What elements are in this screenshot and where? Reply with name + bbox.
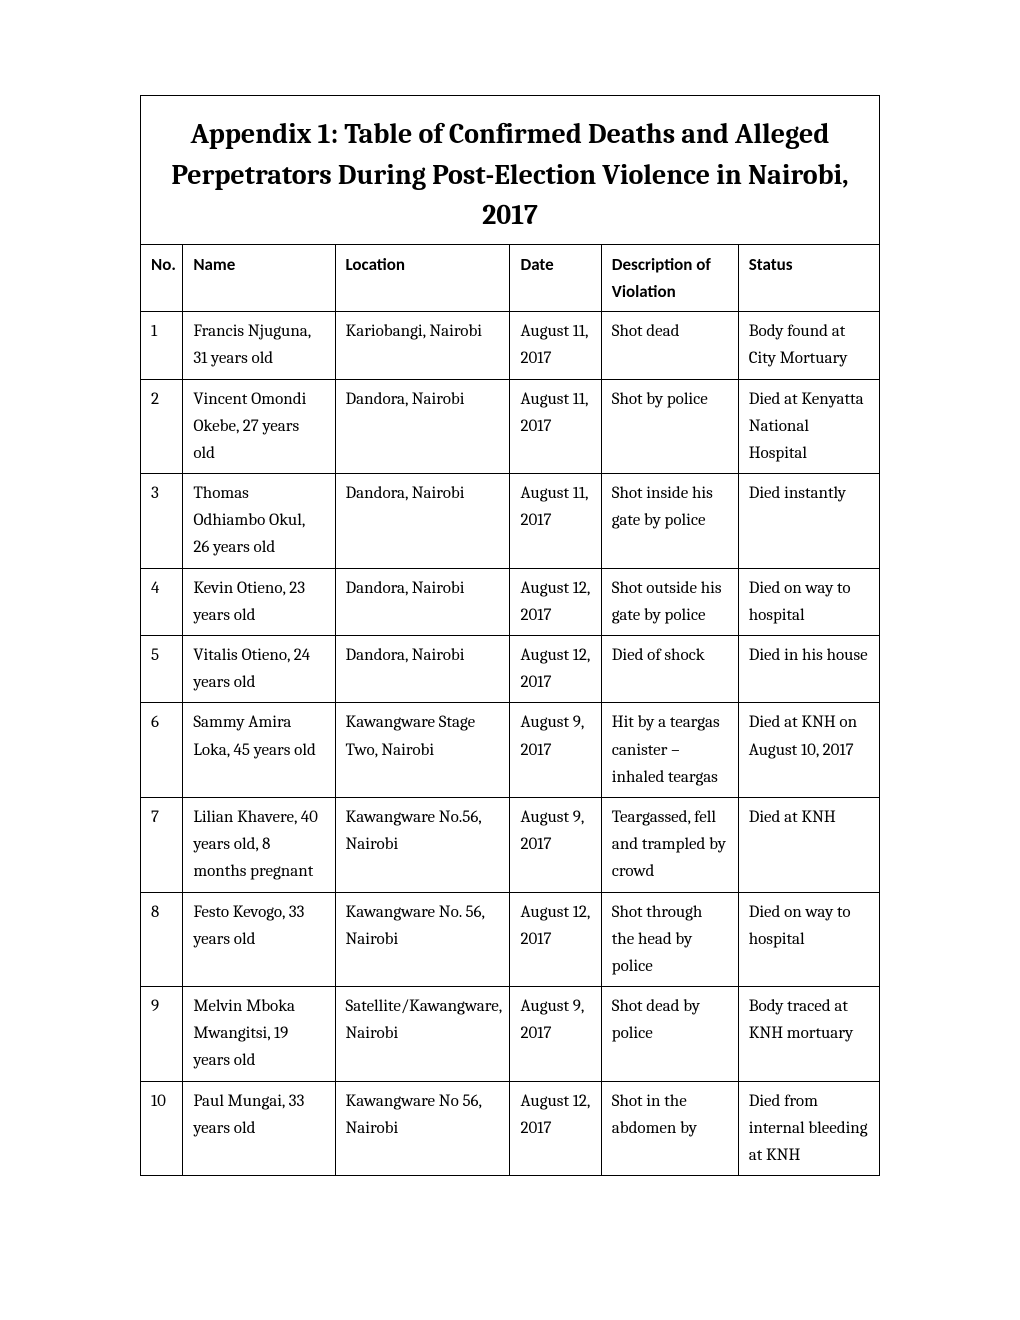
- table-row: 6 Sammy Amira Loka, 45 years old Kawangw…: [141, 703, 879, 798]
- cell-status: Died on way to hospital: [738, 892, 879, 987]
- cell-description: Shot in the abdomen by: [601, 1081, 738, 1175]
- cell-status: Died at KNH: [738, 797, 879, 892]
- cell-status: Died on way to hospital: [738, 568, 879, 635]
- table-row: 2 Vincent Omondi Okebe, 27 years old Dan…: [141, 379, 879, 474]
- cell-location: Dandora, Nairobi: [335, 636, 510, 703]
- cell-date: August 11, 2017: [510, 379, 601, 474]
- cell-description: Shot through the head by police: [601, 892, 738, 987]
- cell-date: August 12, 2017: [510, 636, 601, 703]
- cell-status: Died in his house: [738, 636, 879, 703]
- cell-name: Francis Njuguna, 31 years old: [183, 312, 335, 379]
- cell-no: 7: [141, 797, 183, 892]
- cell-no: 2: [141, 379, 183, 474]
- table-row: 8 Festo Kevogo, 33 years old Kawangware …: [141, 892, 879, 987]
- header-status: Status: [738, 244, 879, 311]
- cell-location: Satellite/Kawangware, Nairobi: [335, 987, 510, 1082]
- cell-location: Dandora, Nairobi: [335, 474, 510, 569]
- table-row: 5 Vitalis Otieno, 24 years old Dandora, …: [141, 636, 879, 703]
- cell-description: Shot dead by police: [601, 987, 738, 1082]
- cell-date: August 12, 2017: [510, 568, 601, 635]
- cell-date: August 12, 2017: [510, 892, 601, 987]
- cell-date: August 9, 2017: [510, 703, 601, 798]
- cell-name: Paul Mungai, 33 years old: [183, 1081, 335, 1175]
- document-container: Appendix 1: Table of Confirmed Deaths an…: [140, 95, 880, 1176]
- table-row: 7 Lilian Khavere, 40 years old, 8 months…: [141, 797, 879, 892]
- cell-location: Kawangware Stage Two, Nairobi: [335, 703, 510, 798]
- cell-name: Festo Kevogo, 33 years old: [183, 892, 335, 987]
- cell-description: Shot by police: [601, 379, 738, 474]
- cell-status: Died instantly: [738, 474, 879, 569]
- cell-no: 9: [141, 987, 183, 1082]
- table-row: 1 Francis Njuguna, 31 years old Karioban…: [141, 312, 879, 379]
- table-row: 4 Kevin Otieno, 23 years old Dandora, Na…: [141, 568, 879, 635]
- cell-no: 4: [141, 568, 183, 635]
- header-name: Name: [183, 244, 335, 311]
- cell-no: 10: [141, 1081, 183, 1175]
- header-date: Date: [510, 244, 601, 311]
- deaths-table: No. Name Location Date Description of Vi…: [141, 244, 879, 1175]
- cell-description: Died of shock: [601, 636, 738, 703]
- table-row: 9 Melvin Mboka Mwangitsi, 19 years old S…: [141, 987, 879, 1082]
- table-row: 3 Thomas Odhiambo Okul, 26 years old Dan…: [141, 474, 879, 569]
- page-title: Appendix 1: Table of Confirmed Deaths an…: [171, 114, 849, 236]
- cell-location: Dandora, Nairobi: [335, 379, 510, 474]
- cell-name: Sammy Amira Loka, 45 years old: [183, 703, 335, 798]
- cell-date: August 11, 2017: [510, 474, 601, 569]
- cell-description: Shot inside his gate by police: [601, 474, 738, 569]
- table-row: 10 Paul Mungai, 33 years old Kawangware …: [141, 1081, 879, 1175]
- cell-location: Kawangware No 56, Nairobi: [335, 1081, 510, 1175]
- cell-no: 1: [141, 312, 183, 379]
- cell-location: Kawangware No. 56, Nairobi: [335, 892, 510, 987]
- cell-date: August 9, 2017: [510, 797, 601, 892]
- cell-description: Shot outside his gate by police: [601, 568, 738, 635]
- cell-no: 6: [141, 703, 183, 798]
- cell-status: Body found at City Mortuary: [738, 312, 879, 379]
- cell-date: August 9, 2017: [510, 987, 601, 1082]
- cell-name: Thomas Odhiambo Okul, 26 years old: [183, 474, 335, 569]
- table-header-row: No. Name Location Date Description of Vi…: [141, 244, 879, 311]
- cell-status: Died at KNH on August 10, 2017: [738, 703, 879, 798]
- cell-status: Died at Kenyatta National Hospital: [738, 379, 879, 474]
- cell-name: Kevin Otieno, 23 years old: [183, 568, 335, 635]
- header-no: No.: [141, 244, 183, 311]
- cell-date: August 11, 2017: [510, 312, 601, 379]
- cell-name: Vitalis Otieno, 24 years old: [183, 636, 335, 703]
- header-description: Description of Violation: [601, 244, 738, 311]
- cell-no: 3: [141, 474, 183, 569]
- cell-description: Shot dead: [601, 312, 738, 379]
- cell-date: August 12, 2017: [510, 1081, 601, 1175]
- cell-description: Teargassed, fell and trampled by crowd: [601, 797, 738, 892]
- cell-description: Hit by a teargas canister – inhaled tear…: [601, 703, 738, 798]
- cell-location: Dandora, Nairobi: [335, 568, 510, 635]
- cell-name: Melvin Mboka Mwangitsi, 19 years old: [183, 987, 335, 1082]
- header-location: Location: [335, 244, 510, 311]
- cell-no: 8: [141, 892, 183, 987]
- cell-name: Lilian Khavere, 40 years old, 8 months p…: [183, 797, 335, 892]
- cell-no: 5: [141, 636, 183, 703]
- cell-name: Vincent Omondi Okebe, 27 years old: [183, 379, 335, 474]
- cell-status: Died from internal bleeding at KNH: [738, 1081, 879, 1175]
- cell-location: Kawangware No.56, Nairobi: [335, 797, 510, 892]
- cell-location: Kariobangi, Nairobi: [335, 312, 510, 379]
- cell-status: Body traced at KNH mortuary: [738, 987, 879, 1082]
